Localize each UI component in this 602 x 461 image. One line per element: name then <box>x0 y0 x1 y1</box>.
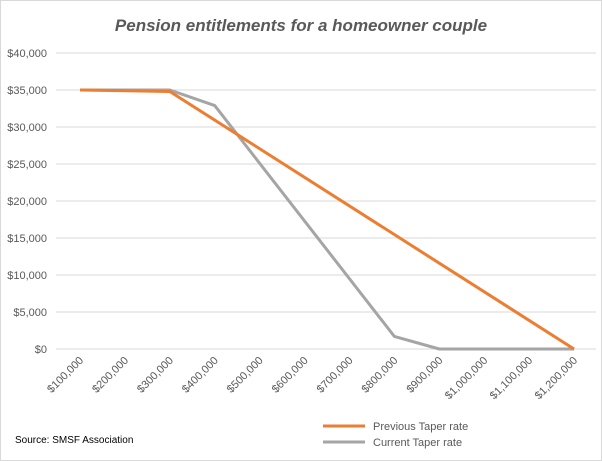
x-tick-group: $1,200,000 <box>533 355 580 402</box>
x-tick-label: $800,000 <box>360 355 401 396</box>
y-tick-label: $15,000 <box>7 233 47 245</box>
x-tick-group: $500,000 <box>225 355 266 396</box>
x-tick-label: $1,000,000 <box>443 355 490 402</box>
y-tick-label: $25,000 <box>7 159 47 171</box>
x-tick-group: $200,000 <box>90 355 131 396</box>
series-line-1 <box>80 88 574 351</box>
x-tick-group: $300,000 <box>135 355 176 396</box>
x-tick-label: $1,200,000 <box>533 355 580 402</box>
x-tick-group: $600,000 <box>270 355 311 396</box>
x-tick-group: $1,100,000 <box>488 355 535 402</box>
y-tick-label: $5,000 <box>13 307 47 319</box>
source-note: Source: SMSF Association <box>15 435 133 446</box>
y-tick-label: $0 <box>35 344 47 356</box>
chart-title: Pension entitlements for a homeowner cou… <box>115 16 487 35</box>
x-tick-label: $200,000 <box>90 355 131 396</box>
gridlines <box>56 52 596 350</box>
x-tick-label: $100,000 <box>45 355 86 396</box>
x-tick-group: $900,000 <box>404 355 445 396</box>
x-tick-label: $500,000 <box>225 355 266 396</box>
x-tick-label: $300,000 <box>135 355 176 396</box>
y-tick-label: $10,000 <box>7 270 47 282</box>
y-tick-label: $40,000 <box>7 48 47 60</box>
x-tick-group: $1,000,000 <box>443 355 490 402</box>
y-tick-label: $35,000 <box>7 85 47 97</box>
legend: Previous Taper rate Current Taper rate <box>323 421 468 449</box>
x-tick-label: $1,100,000 <box>488 355 535 402</box>
x-tick-label: $600,000 <box>270 355 311 396</box>
x-tick-group: $100,000 <box>45 355 86 396</box>
x-tick-group: $800,000 <box>360 355 401 396</box>
x-axis-ticks: $100,000 $200,000 $300,000 $400,000 $500,000… <box>45 355 580 402</box>
x-tick-group: $400,000 <box>180 355 221 396</box>
y-axis-ticks: $0 $5,000 $10,000 $15,000 $20,000 $25,000 $30,… <box>7 48 47 356</box>
x-tick-label: $700,000 <box>315 355 356 396</box>
x-tick-label: $400,000 <box>180 355 221 396</box>
series-lines <box>79 88 575 351</box>
x-tick-label: $900,000 <box>404 355 445 396</box>
y-tick-label: $30,000 <box>7 122 47 134</box>
legend-label-1: Current Taper rate <box>373 437 462 449</box>
legend-label-0: Previous Taper rate <box>373 421 468 433</box>
y-tick-label: $20,000 <box>7 196 47 208</box>
x-tick-group: $700,000 <box>315 355 356 396</box>
series-line-0 <box>79 88 575 351</box>
